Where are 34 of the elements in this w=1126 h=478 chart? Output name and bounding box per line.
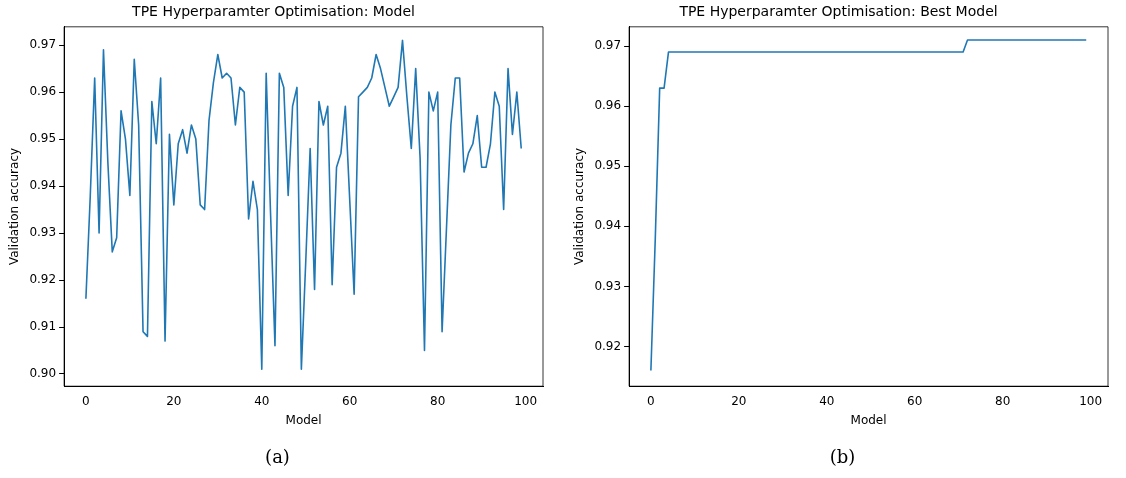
x-tick-label: 80 [995,393,1011,408]
y-tick-label: 0.94 [594,218,622,233]
x-tick-label: 20 [166,393,182,408]
y-tick-label: 0.91 [29,319,57,334]
y-tick-label: 0.93 [29,225,57,240]
y-tick-label: 0.95 [29,131,57,146]
y-tick-label: 0.97 [594,38,622,53]
x-tick-label: 20 [731,393,747,408]
x-tick-label: 60 [907,393,923,408]
x-tick-label: 80 [430,393,446,408]
chart-title: TPE Hyperparamter Optimisation: Best Model [678,3,998,20]
x-axis-title: Model [285,412,322,427]
y-tick-label: 0.94 [29,178,57,193]
y-axis-title: Validation accuracy [7,147,22,266]
x-tick-label: 40 [819,393,835,408]
y-tick-label: 0.90 [29,366,57,381]
text: (a) [264,446,291,467]
x-axis-title: Model [850,412,887,427]
x-tick-label: 100 [1079,393,1103,408]
x-tick-label: 100 [514,393,538,408]
x-tick-label: 0 [647,393,655,408]
y-tick-label: 0.97 [29,37,57,52]
x-tick-label: 60 [342,393,358,408]
y-tick-label: 0.93 [594,278,622,293]
x-tick-label: 0 [82,393,90,408]
text: (b) [828,446,857,467]
chart-title: TPE Hyperparamter Optimisation: Model [131,3,415,20]
y-axis-title: Validation accuracy [572,147,587,266]
y-tick-label: 0.96 [29,84,57,99]
y-tick-label: 0.92 [594,338,622,353]
y-tick-label: 0.95 [594,158,622,173]
y-tick-label: 0.96 [594,98,622,113]
x-tick-label: 40 [254,393,270,408]
y-tick-label: 0.92 [29,272,57,287]
